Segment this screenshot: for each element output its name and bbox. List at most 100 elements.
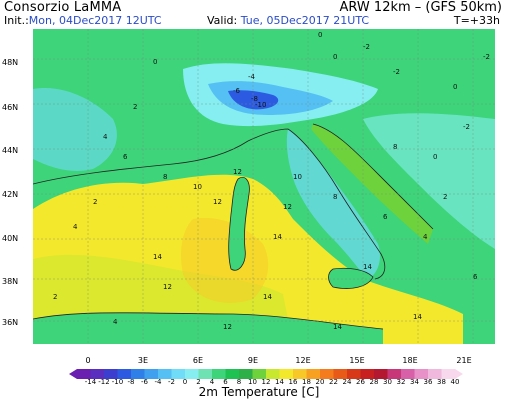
map-header: Consorzio LaMMA ARW 12km – (GFS 50km) In… (0, 0, 518, 30)
lat-tick: 44N (2, 146, 19, 155)
isotherm-label: 4 (423, 233, 428, 241)
colorbar-swatch (158, 369, 172, 379)
colorbar-swatch (387, 369, 402, 379)
colorbar-swatch (171, 369, 186, 379)
lon-tick: 9E (247, 356, 259, 365)
isotherm-label: 0 (433, 153, 437, 161)
isotherm-label: 12 (213, 198, 222, 206)
colorbar-swatch (252, 369, 267, 379)
colorbar-swatch (131, 369, 145, 379)
colorbar-swatch (198, 369, 213, 379)
colorbar-swatch (306, 369, 321, 379)
init-label: Init.: (4, 14, 29, 27)
colorbar-swatch (144, 369, 159, 379)
colorbar-tick-label: 32 (396, 378, 406, 386)
colorbar-ticks: -14 -12 -10 -8 -6 -4 -2 0 2 4 6 8 10 12 14 16 18 20 22 24 26… (69, 378, 463, 388)
colorbar-tick-label: 22 (329, 378, 338, 386)
isotherm-label: 0 (318, 31, 322, 39)
lat-tick: 48N (2, 58, 19, 67)
colorbar-tick-label: 40 (450, 378, 460, 386)
alps-coldest-region (228, 90, 279, 110)
isotherm-label: 2 (443, 193, 447, 201)
colorbar-tick-label: 0 (182, 378, 188, 386)
colorbar-low-arrow (69, 369, 77, 379)
isotherm-label: 8 (393, 143, 397, 151)
colorbar-tick-label: -14 (84, 378, 97, 386)
isotherm-label: 12 (163, 283, 172, 291)
colorbar-swatch (333, 369, 348, 379)
colorbar-tick-label: 24 (342, 378, 352, 386)
colorbar-tick-label: 16 (288, 378, 298, 386)
isotherm-label: 2 (53, 293, 57, 301)
colorbar-swatch (239, 369, 253, 379)
colorbar-swatch (266, 369, 280, 379)
colorbar-tick-label: -6 (141, 378, 148, 386)
isotherm-label: 14 (333, 323, 342, 331)
colorbar-tick-label: 18 (302, 378, 311, 386)
isotherm-label: 4 (73, 223, 78, 231)
isotherm-label: 14 (413, 313, 422, 321)
init-time: Init.:Mon, 04Dec2017 12UTC (4, 14, 162, 27)
isotherm-label: -2 (483, 53, 490, 61)
colorbar-swatch (347, 369, 361, 379)
colorbar-swatch (401, 369, 415, 379)
isotherm-label: 10 (193, 183, 202, 191)
colorbar-swatch (77, 369, 91, 379)
temperature-map: 0 0 -2 -4 -6 -8 -10 -2 0 2 4 6 8 10 12 12 14 14 14 12 10 8 6 4 2… (33, 29, 495, 344)
isotherm-label: 8 (163, 173, 167, 181)
tyrrhenian-sea (181, 218, 269, 303)
colorbar-swatch (104, 369, 118, 379)
isotherm-labels: 0 0 -2 -4 -6 -8-10 -2 0 2 4 6 8 10 12 12 14 14 14 12 10 8 6 4 2… (53, 31, 490, 331)
colorbar-swatch (293, 369, 307, 379)
isotherm-label: 14 (363, 263, 372, 271)
colorbar-tick-label: 38 (437, 378, 446, 386)
colorbar-swatch (90, 369, 105, 379)
isotherm-label: 2 (93, 198, 97, 206)
colorbar-swatch (279, 369, 294, 379)
lat-tick: 36N (2, 318, 19, 327)
isotherm-label: 10 (293, 173, 302, 181)
init-date: Mon, 04Dec2017 12UTC (28, 14, 162, 27)
colorbar-high-arrow (455, 369, 463, 379)
forecast-step: T=+33h (453, 14, 500, 27)
colorbar-swatch (428, 369, 442, 379)
isotherm-label: 0 (453, 83, 457, 91)
isotherm-label: 14 (153, 253, 162, 261)
colorbar-label: 2m Temperature [C] (198, 385, 320, 399)
isotherm-label: -8 (251, 95, 258, 103)
corsica-sardinia (228, 177, 250, 271)
balkans-region (363, 113, 495, 249)
isotherm-label: 4 (113, 318, 118, 326)
isotherm-label: 2 (133, 103, 137, 111)
colorbar-tick-label: 10 (248, 378, 257, 386)
sicily (328, 268, 373, 289)
colorbar-tick-label: 6 (223, 378, 228, 386)
isotherm-label: 8 (333, 193, 337, 201)
adriatic-sea (311, 124, 433, 244)
valid-date: Tue, 05Dec2017 21UTC (240, 14, 370, 27)
colorbar-tick-label: 30 (383, 378, 392, 386)
isotherm-label: 6 (473, 273, 478, 281)
isotherm-label: 6 (383, 213, 388, 221)
organization-title: Consorzio LaMMA (4, 0, 122, 15)
colorbar-tick-label: 34 (410, 378, 419, 386)
colorbar-tick-label: -12 (98, 378, 110, 386)
colorbar-swatches (69, 369, 463, 379)
valid-label: Valid: (207, 14, 238, 27)
lon-tick: 18E (402, 356, 418, 365)
grid-lines (33, 29, 495, 344)
colorbar-swatch (441, 369, 456, 379)
isotherm-label: -6 (233, 87, 241, 95)
isotherm-label: 12 (223, 323, 232, 331)
colorbar-tick-label: -10 (111, 378, 124, 386)
colorbar-tick-label: 8 (236, 378, 242, 386)
isotherm-label: -10 (255, 101, 266, 109)
isotherm-label: -4 (248, 73, 256, 81)
colorbar-tick-label: 12 (261, 378, 271, 386)
lat-tick: 40N (2, 234, 19, 243)
valid-time: Valid: Tue, 05Dec2017 21UTC (207, 14, 369, 27)
isotherm-label: 6 (123, 153, 128, 161)
colorbar-swatch (185, 369, 199, 379)
isotherm-label: 0 (333, 53, 337, 61)
colorbar-swatch (374, 369, 388, 379)
